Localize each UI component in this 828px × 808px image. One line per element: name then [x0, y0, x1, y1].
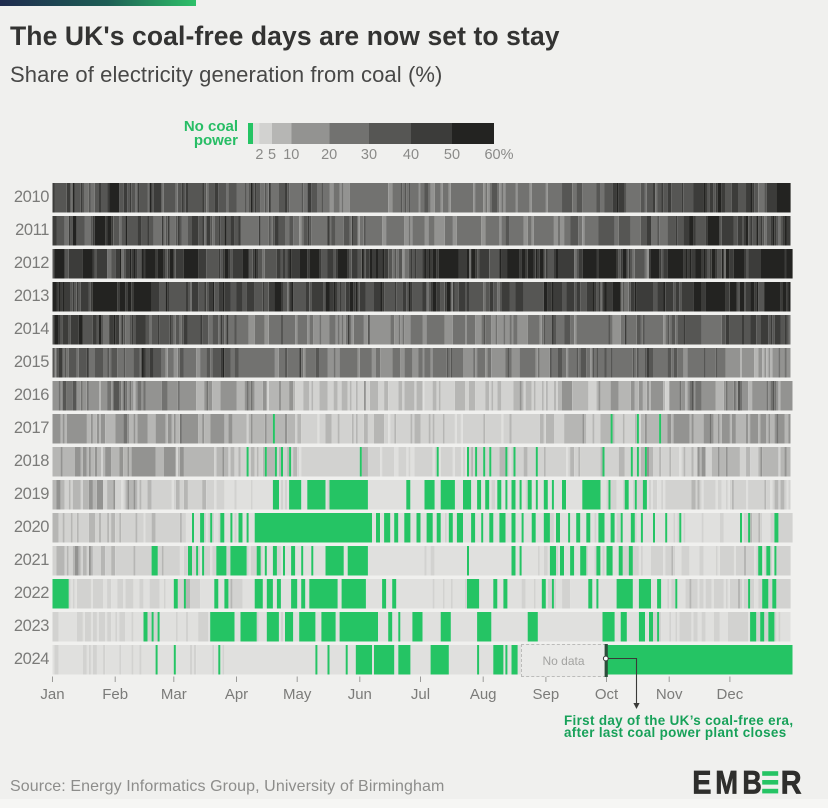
svg-text:E: E	[692, 766, 711, 798]
svg-text:B: B	[742, 766, 761, 798]
svg-text:R: R	[781, 766, 802, 798]
svg-text:M: M	[715, 766, 738, 798]
